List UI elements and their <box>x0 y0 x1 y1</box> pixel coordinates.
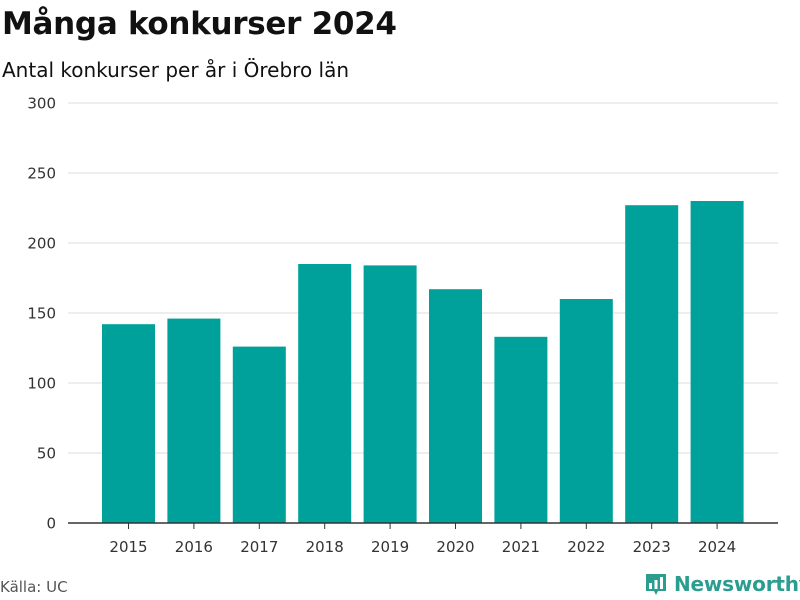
bar-2024 <box>690 201 744 523</box>
x-tick-label: 2017 <box>240 538 278 556</box>
x-tick-label: 2023 <box>633 538 671 556</box>
brand-logo[interactable]: Newsworthy <box>644 570 800 598</box>
y-tick-label: 200 <box>27 235 56 253</box>
x-axis-tick-labels: 2015 2016 2017 2018 2019 2020 2021 2022 2023 2024 <box>109 523 736 556</box>
x-tick-label: 2019 <box>371 538 409 556</box>
chart-title: Många konkurser 2024 <box>2 6 397 42</box>
x-tick-label: 2024 <box>698 538 736 556</box>
brand-name: Newsworthy <box>674 572 800 596</box>
y-tick-label: 100 <box>27 375 56 393</box>
y-tick-label: 250 <box>27 165 56 183</box>
x-tick-label: 2020 <box>436 538 474 556</box>
bar-2017 <box>232 346 286 523</box>
y-axis-tick-labels: 0 50 100 150 200 250 300 <box>27 95 56 533</box>
bar-2016 <box>167 318 221 523</box>
x-tick-label: 2022 <box>567 538 605 556</box>
y-tick-label: 150 <box>27 305 56 323</box>
bar-2018 <box>298 264 352 523</box>
x-tick-label: 2021 <box>502 538 540 556</box>
bars <box>102 201 744 523</box>
x-tick-label: 2015 <box>109 538 147 556</box>
y-tick-label: 300 <box>27 95 56 113</box>
y-tick-label: 0 <box>46 515 56 533</box>
bar-2019 <box>363 265 417 523</box>
x-tick-label: 2018 <box>306 538 344 556</box>
bar-2020 <box>429 289 482 523</box>
bar-2015 <box>102 324 155 523</box>
newsworthy-logo-icon <box>646 574 666 595</box>
bar-2023 <box>625 205 679 523</box>
y-tick-label: 50 <box>37 445 56 463</box>
bar-2021 <box>494 336 548 523</box>
source-credit: Källa: UC <box>0 578 68 596</box>
bar-2022 <box>559 299 613 523</box>
chart-subtitle: Antal konkurser per år i Örebro län <box>2 58 350 82</box>
x-tick-label: 2016 <box>175 538 213 556</box>
